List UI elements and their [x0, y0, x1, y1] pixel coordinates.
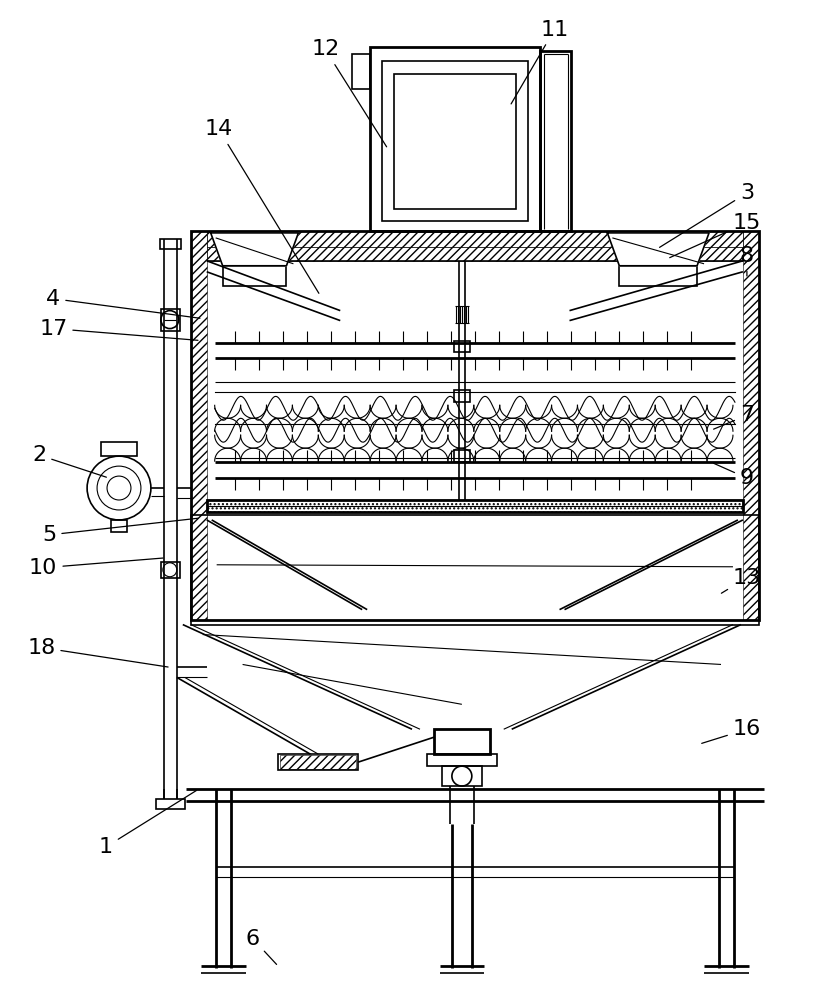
Bar [207, 247, 743, 261]
Bar [160, 239, 181, 249]
Bar [207, 500, 743, 512]
Bar [370, 47, 540, 231]
Bar [191, 515, 759, 625]
Text: 5: 5 [42, 518, 198, 545]
Text: 4: 4 [46, 289, 200, 318]
Bar [382, 61, 528, 221]
Bar [161, 562, 180, 578]
Polygon shape [608, 233, 709, 266]
Text: 16: 16 [701, 719, 761, 743]
Bar [454, 390, 470, 402]
Bar [454, 450, 470, 462]
Bar [281, 755, 356, 769]
Text: 6: 6 [246, 929, 277, 964]
Text: 13: 13 [722, 568, 761, 593]
Bar [743, 231, 759, 620]
Bar [619, 266, 697, 286]
Bar [427, 754, 497, 766]
Text: 9: 9 [714, 463, 754, 488]
Text: 8: 8 [740, 246, 754, 276]
Bar [278, 754, 358, 770]
Text: 17: 17 [39, 319, 198, 340]
Bar [207, 500, 743, 512]
Bar [101, 442, 137, 456]
Bar [207, 231, 743, 247]
Bar [191, 231, 759, 620]
Bar [191, 231, 207, 620]
Bar [156, 799, 184, 809]
Text: 12: 12 [311, 39, 386, 147]
Bar [442, 766, 482, 786]
Text: 11: 11 [511, 20, 569, 104]
Bar [223, 266, 287, 286]
Bar [161, 309, 180, 331]
Bar [434, 729, 489, 754]
Bar [454, 341, 470, 352]
Text: 3: 3 [660, 183, 754, 247]
Bar [540, 51, 572, 231]
Text: 10: 10 [29, 558, 163, 578]
Text: 2: 2 [32, 445, 106, 477]
Polygon shape [210, 233, 298, 266]
Text: 18: 18 [27, 638, 168, 667]
Text: 7: 7 [714, 405, 754, 429]
Bar [394, 74, 515, 209]
Bar [352, 54, 370, 89]
Text: 14: 14 [204, 119, 319, 293]
Bar [111, 520, 127, 532]
Text: 1: 1 [99, 791, 196, 857]
Text: 15: 15 [670, 213, 761, 258]
